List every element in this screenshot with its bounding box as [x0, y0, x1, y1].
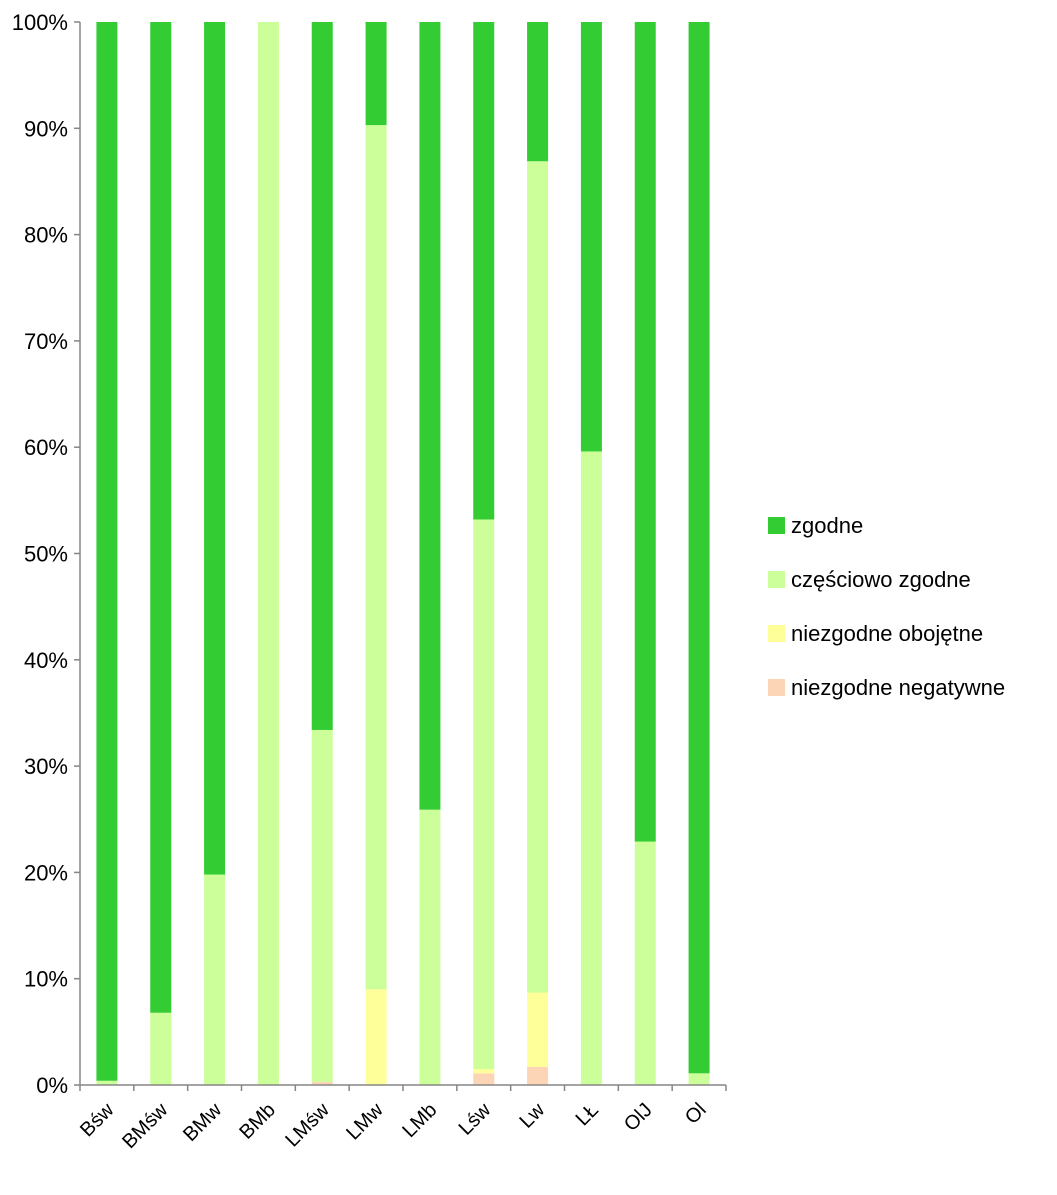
bar-segment-BMśw-2: [150, 1012, 172, 1085]
bar-segment-LMb-2: [419, 809, 441, 1085]
legend-swatch: [768, 679, 785, 696]
bar-segment-Lw-1: [527, 992, 549, 1067]
y-tick-label: 70%: [24, 329, 68, 354]
bar-segment-Lw-3: [527, 22, 549, 162]
bar-segment-BMw-2: [204, 874, 226, 1085]
x-tick-label: Lśw: [455, 1099, 496, 1140]
y-tick-label: 40%: [24, 648, 68, 673]
bar-segment-LŁ-2: [580, 451, 602, 1085]
legend-swatch: [768, 517, 785, 534]
y-tick-label: 60%: [24, 435, 68, 460]
bar-segment-Lw-2: [527, 161, 549, 993]
bar-segment-LMśw-3: [311, 22, 333, 730]
bar-segment-Lw-0: [527, 1066, 549, 1085]
bars-group: [96, 22, 710, 1085]
x-tick-label: LMw: [342, 1099, 388, 1145]
bar-segment-Lśw-0: [473, 1073, 495, 1085]
bar-segment-OlJ-2: [634, 841, 656, 1085]
bar-segment-LŁ-3: [580, 22, 602, 452]
legend-item: niezgodne obojętne: [768, 620, 1005, 647]
y-tick-label: 90%: [24, 116, 68, 141]
bar-segment-Ol-2: [688, 1073, 710, 1085]
legend-label: niezgodne obojętne: [791, 620, 984, 646]
bar-segment-BMw-3: [204, 22, 226, 875]
legend-label: zgodne: [791, 512, 864, 538]
x-tick-label: BMb: [235, 1099, 280, 1144]
x-tick-label: BMśw: [118, 1099, 172, 1153]
bar-segment-LMb-3: [419, 22, 441, 810]
legend-label: częściowo zgodne: [791, 566, 971, 592]
legend-item: niezgodne negatywne: [768, 674, 1005, 701]
bar-segment-Bśw-3: [96, 22, 118, 1081]
legend: zgodne częściowo zgodne niezgodne obojętne…: [768, 512, 1005, 728]
bar-segment-Ol-3: [688, 22, 710, 1074]
x-tick-label: Bśw: [76, 1099, 119, 1142]
bar-segment-BMśw-3: [150, 22, 172, 1013]
y-tick-label: 10%: [24, 967, 68, 992]
y-tick-label: 100%: [12, 10, 68, 35]
x-tick-label: LMśw: [281, 1099, 334, 1152]
legend-swatch: [768, 571, 785, 588]
legend-item: zgodne: [768, 512, 1005, 539]
bar-segment-LMśw-2: [311, 729, 333, 1082]
bar-segment-OlJ-3: [634, 22, 656, 842]
bar-segment-LMw-2: [365, 125, 387, 990]
legend-swatch: [768, 625, 785, 642]
bar-segment-LMśw-0: [311, 1081, 333, 1085]
x-tick-label: BMw: [179, 1099, 226, 1146]
x-tick-label: OlJ: [620, 1099, 657, 1136]
bar-segment-BMb-2: [257, 22, 279, 1085]
x-tick-label: Lw: [515, 1099, 549, 1133]
y-tick-label: 20%: [24, 860, 68, 885]
y-tick-label: 30%: [24, 754, 68, 779]
x-tick-label: LŁ: [572, 1099, 603, 1130]
bar-segment-Lśw-1: [473, 1069, 495, 1074]
y-tick-label: 80%: [24, 223, 68, 248]
x-tick-label: Ol: [681, 1099, 711, 1129]
bar-segment-Lśw-3: [473, 22, 495, 520]
legend-item: częściowo zgodne: [768, 566, 1005, 593]
bar-segment-Bśw-2: [96, 1080, 118, 1085]
bar-segment-Lśw-2: [473, 519, 495, 1070]
y-tick-label: 50%: [24, 542, 68, 567]
x-tick-label: LMb: [398, 1099, 441, 1142]
bar-segment-LMw-1: [365, 989, 387, 1085]
bar-segment-LMw-3: [365, 22, 387, 126]
y-tick-label: 0%: [36, 1073, 68, 1098]
legend-label: niezgodne negatywne: [791, 674, 1006, 700]
